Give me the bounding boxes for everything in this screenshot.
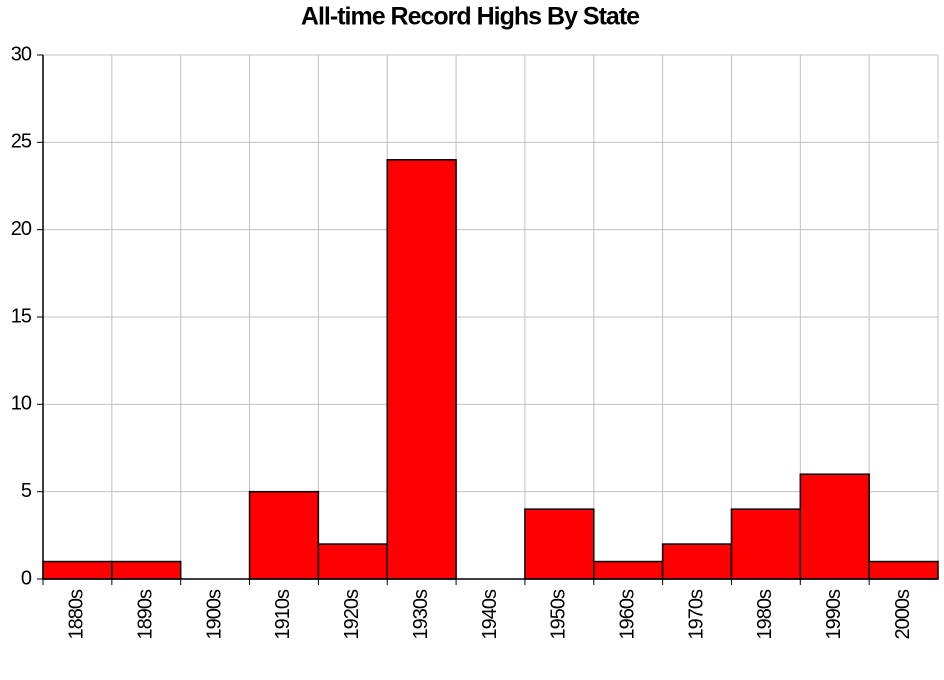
x-tick-label: 1980s: [754, 589, 776, 639]
bar: [799, 473, 870, 580]
bar: [111, 560, 182, 580]
x-tick-label: 2000s: [892, 589, 914, 639]
x-tick-label: 1910s: [272, 589, 294, 639]
y-tick-label: 30: [11, 43, 32, 65]
y-tick-label: 20: [11, 218, 32, 240]
x-tick-label: 1880s: [66, 589, 88, 639]
bar: [661, 543, 733, 580]
y-tick-label: 25: [11, 131, 32, 153]
x-tick-label: 1950s: [548, 589, 570, 639]
bar: [593, 560, 664, 580]
bar: [868, 560, 939, 580]
x-tick-label: 1970s: [685, 589, 707, 639]
bar: [248, 490, 320, 580]
bar: [730, 508, 802, 580]
bar: [524, 508, 595, 580]
x-tick-label: 1940s: [479, 589, 501, 639]
x-tick-label: 1930s: [410, 589, 432, 639]
y-tick-label: 5: [21, 480, 32, 502]
x-tick-label: 1990s: [823, 589, 845, 639]
y-tick-label: 15: [11, 305, 32, 327]
x-tick-label: 1960s: [616, 589, 638, 639]
bar: [317, 543, 388, 580]
x-tick-label: 1900s: [203, 589, 225, 639]
x-tick-label: 1920s: [341, 589, 363, 639]
bar: [42, 560, 113, 580]
bar: [386, 159, 457, 580]
x-tick-label: 1890s: [135, 589, 157, 639]
y-tick-label: 10: [11, 393, 32, 415]
y-tick-label: 0: [21, 567, 32, 589]
chart-title: All-time Record Highs By State: [301, 3, 640, 31]
